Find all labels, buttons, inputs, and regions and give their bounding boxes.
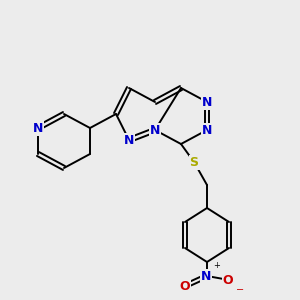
Text: N: N	[202, 95, 212, 109]
Text: −: −	[236, 285, 244, 295]
Text: O: O	[180, 280, 190, 292]
Text: N: N	[124, 134, 134, 146]
Text: O: O	[223, 274, 233, 286]
Text: S: S	[190, 155, 199, 169]
Text: N: N	[33, 122, 43, 134]
Text: N: N	[202, 124, 212, 136]
Text: N: N	[150, 124, 160, 136]
Text: +: +	[213, 261, 220, 270]
Text: N: N	[201, 269, 211, 283]
